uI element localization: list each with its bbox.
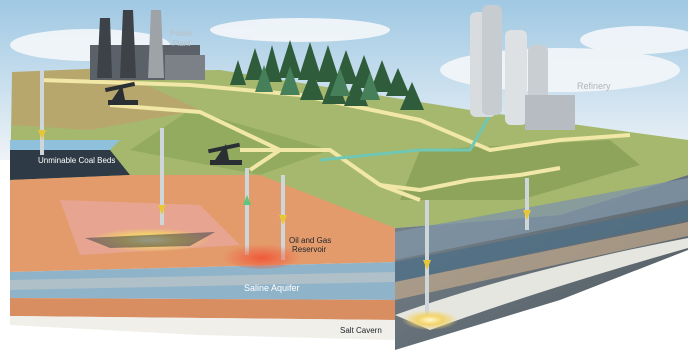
saline-aquifer-label: Saline Aquifer <box>244 283 300 293</box>
pump-jack-1 <box>104 81 138 105</box>
field-right <box>400 140 640 200</box>
salt-cavern-label: Salt Cavern <box>340 326 382 335</box>
salt-cavern-shape <box>395 238 688 330</box>
pipeline-teal <box>319 114 492 162</box>
lower-orange-layer <box>10 298 395 320</box>
green-arrow <box>243 195 251 205</box>
base-white-layer <box>10 316 395 340</box>
oil-gas-reservoir-label: Oil and Gas <box>289 236 331 245</box>
field-left <box>12 68 200 130</box>
field-center <box>130 110 330 175</box>
oil-gas-reservoir-label-line2: Reservoir <box>292 245 327 254</box>
power-plant <box>90 10 205 80</box>
power-plant-label: Power <box>170 29 193 38</box>
pump-jack-2 <box>207 142 242 165</box>
power-plant-label-line2: Plant <box>172 39 191 48</box>
injection-arrows <box>38 130 531 270</box>
coal-bed-layer <box>10 150 130 180</box>
pipelines <box>39 78 631 202</box>
oil-gas-reservoir-plume <box>222 241 302 269</box>
coal-beds-label: Unminable Coal Beds <box>38 156 115 165</box>
salt-cavern-plume <box>402 310 458 330</box>
refinery <box>470 5 575 130</box>
refinery-label: Refinery <box>577 81 611 91</box>
gray-band-layer <box>10 272 395 290</box>
